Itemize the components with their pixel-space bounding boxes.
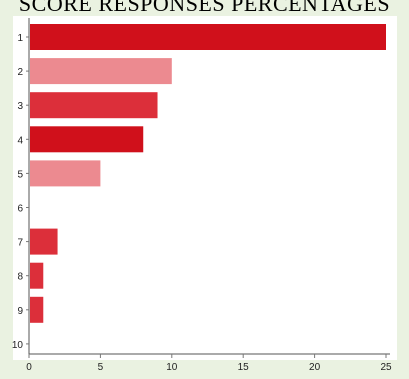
bar-4 xyxy=(30,126,144,153)
x-tick-label-20: 20 xyxy=(309,362,321,373)
y-tick-label-10: 10 xyxy=(12,340,24,351)
bar-1 xyxy=(30,24,386,50)
x-tick-label-25: 25 xyxy=(380,362,392,373)
y-tick-label-1: 1 xyxy=(17,33,23,44)
bar-9 xyxy=(30,296,44,323)
bar-3 xyxy=(30,92,158,119)
x-tick-label-0: 0 xyxy=(26,362,32,373)
y-tick-label-3: 3 xyxy=(17,101,23,112)
bar-5 xyxy=(30,160,101,187)
y-tick-label-2: 2 xyxy=(17,67,23,78)
y-tick-label-6: 6 xyxy=(17,204,23,215)
y-tick-label-9: 9 xyxy=(17,306,23,317)
y-tick-labels: 1 2 3 4 5 6 7 8 9 10 xyxy=(12,33,24,351)
y-tick-label-4: 4 xyxy=(17,135,23,146)
y-tick-label-8: 8 xyxy=(17,272,23,283)
chart-bars xyxy=(30,24,386,323)
y-tick-label-7: 7 xyxy=(17,238,23,249)
x-tick-label-5: 5 xyxy=(98,362,104,373)
x-tick-label-15: 15 xyxy=(238,362,250,373)
chart-title: SCORE RESPONSES PERCENTAGES xyxy=(18,0,391,16)
y-tick-label-5: 5 xyxy=(17,169,23,180)
bar-2 xyxy=(30,58,172,85)
bar-8 xyxy=(30,262,44,289)
chart-axes xyxy=(26,18,390,358)
bar-7 xyxy=(30,228,58,255)
x-tick-labels: 0 5 10 15 20 25 xyxy=(26,362,392,373)
x-tick-label-10: 10 xyxy=(166,362,178,373)
